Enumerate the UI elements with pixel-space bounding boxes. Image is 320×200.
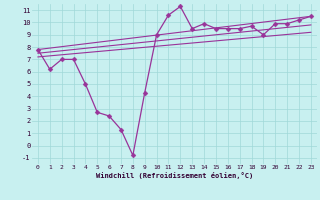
X-axis label: Windchill (Refroidissement éolien,°C): Windchill (Refroidissement éolien,°C) [96, 172, 253, 179]
